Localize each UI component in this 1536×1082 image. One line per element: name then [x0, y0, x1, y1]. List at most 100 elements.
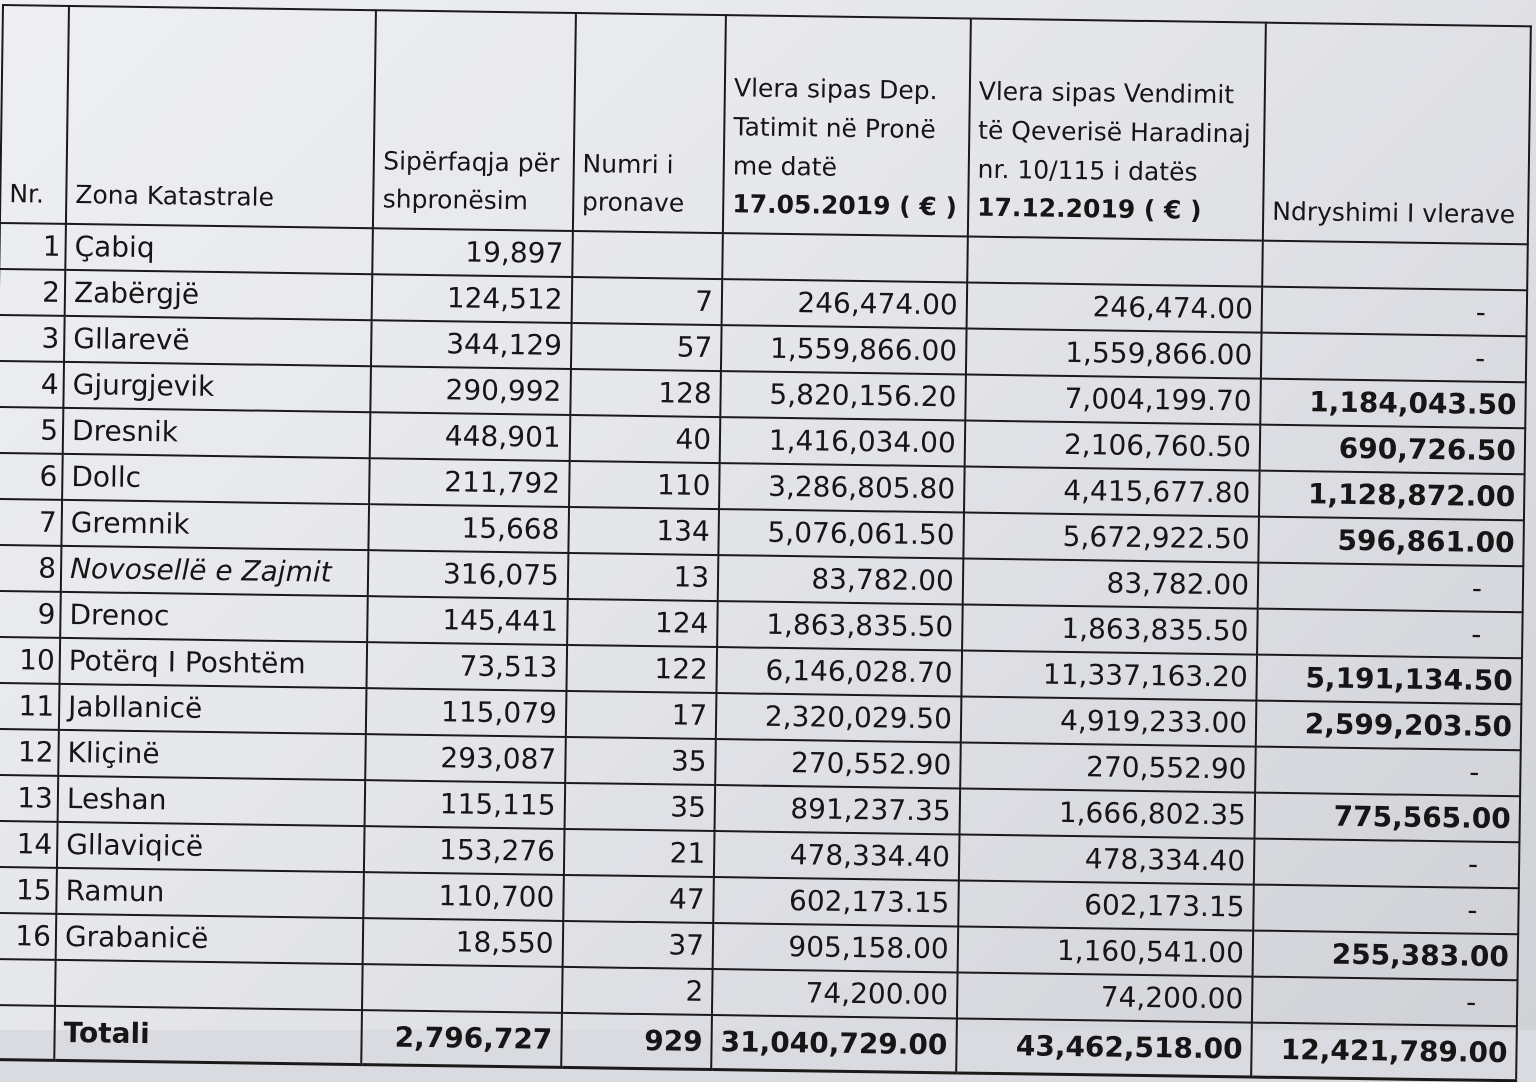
row-zona-cell: Novosellë e Zajmit [60, 545, 369, 597]
row-vlera-qeveri-cell: 1,666,802.35 [959, 788, 1256, 839]
row-ndryshimi-cell [1262, 240, 1528, 291]
row-zona-cell: Grabanicë [55, 913, 364, 965]
row-siperfaqja-cell: 316,075 [368, 550, 569, 599]
row-numri-cell: 57 [570, 322, 722, 372]
total-numri: 929 [560, 1012, 713, 1070]
row-ndryshimi-cell: - [1257, 562, 1524, 613]
row-numri-cell: 122 [566, 644, 718, 694]
row-vlera-qeveri-cell: 1,863,835.50 [961, 604, 1258, 655]
row-numri-cell: 7 [571, 276, 723, 326]
row-nr-cell: 6 [0, 452, 63, 500]
row-vlera-qeveri-cell: 4,919,233.00 [960, 696, 1257, 747]
header-ndryshimi: Ndryshimi I vlerave [1262, 22, 1531, 245]
row-zona-cell: Jabllanicë [58, 683, 367, 735]
table-body: 1 Çabiq 19,897 2 Zabërgjë 124,512 7 246,474.00 2… [0, 222, 1528, 1027]
row-ndryshimi-cell: - [1253, 838, 1520, 889]
row-vlera-qeveri-cell: 7,004,199.70 [965, 374, 1261, 425]
row-vlera-qeveri-cell [967, 236, 1263, 287]
header-vlera-dep: Vlera sipas Dep. Tatimit në Pronë me dat… [722, 15, 971, 237]
header-nr: Nr. [0, 5, 69, 224]
row-vlera-qeveri-cell: 478,334.40 [958, 834, 1255, 885]
row-ndryshimi-cell: 690,726.50 [1259, 424, 1526, 475]
row-nr-cell: 13 [0, 774, 59, 822]
row-vlera-dep-cell: 83,782.00 [717, 555, 964, 605]
row-numri-cell: 40 [569, 414, 721, 464]
row-siperfaqja-cell: 153,276 [364, 826, 565, 875]
row-nr-cell: 10 [0, 636, 61, 684]
row-numri-cell [571, 230, 723, 280]
row-zona-cell: Gremnik [61, 499, 370, 551]
row-vlera-dep-cell: 478,334.40 [713, 831, 960, 881]
row-vlera-qeveri-cell: 11,337,163.20 [961, 650, 1258, 701]
row-vlera-qeveri-cell: 4,415,677.80 [963, 466, 1260, 517]
row-vlera-dep-cell [722, 233, 968, 283]
row-vlera-qeveri-cell: 2,106,760.50 [964, 420, 1261, 471]
total-label: Totali [54, 1005, 363, 1065]
header-siperfaqja: Sipërfaqja për shpronësim [373, 10, 576, 231]
header-vlera-dep-date: 17.05.2019 ( € ) [732, 189, 958, 222]
row-vlera-qeveri-cell: 602,173.15 [958, 880, 1254, 931]
row-ndryshimi-cell: - [1255, 746, 1521, 797]
row-siperfaqja-cell: 110,700 [363, 872, 564, 921]
row-vlera-qeveri-cell: 1,559,866.00 [965, 328, 1262, 379]
header-numri: Numri i pronave [572, 13, 727, 234]
row-siperfaqja-cell: 448,901 [370, 412, 571, 461]
row-siperfaqja-cell: 211,792 [369, 458, 570, 507]
row-siperfaqja-cell: 290,992 [370, 366, 571, 415]
expropriation-table: Nr. Zona Katastrale Sipërfaqja për shpro… [0, 4, 1532, 1082]
row-ndryshimi-cell: - [1251, 976, 1518, 1027]
row-zona-cell: Dresnik [62, 407, 371, 459]
total-nr-cell [0, 1004, 55, 1061]
header-vlera-qeveri-date: 17.12.2019 ( € ) [976, 192, 1202, 226]
row-siperfaqja-cell: 124,512 [372, 274, 572, 323]
row-nr-cell: 8 [0, 544, 62, 592]
row-numri-cell: 21 [563, 828, 715, 878]
row-nr-cell: 1 [0, 222, 66, 270]
row-ndryshimi-cell: - [1260, 332, 1527, 383]
row-vlera-dep-cell: 2,320,029.50 [715, 693, 962, 743]
row-vlera-dep-cell: 5,076,061.50 [718, 509, 964, 559]
row-siperfaqja-cell: 145,441 [367, 596, 568, 645]
row-vlera-qeveri-cell: 270,552.90 [959, 742, 1256, 793]
row-numri-cell: 47 [562, 874, 714, 924]
row-numri-cell: 124 [566, 598, 718, 648]
row-numri-cell: 37 [562, 920, 714, 970]
row-nr-cell: 11 [0, 682, 60, 730]
row-zona-cell: Çabiq [65, 223, 374, 275]
row-siperfaqja-cell: 115,115 [364, 780, 565, 829]
header-vlera-qeveri-text: Vlera sipas Vendimit të Qeverisë Haradin… [977, 76, 1251, 187]
row-numri-cell: 35 [564, 736, 716, 786]
row-vlera-dep-cell: 891,237.35 [714, 785, 960, 835]
total-siperfaqja: 2,796,727 [361, 1010, 562, 1068]
total-vlera-qeveri: 43,462,518.00 [955, 1018, 1252, 1078]
row-siperfaqja-cell: 15,668 [368, 504, 569, 553]
row-vlera-qeveri-cell: 74,200.00 [956, 972, 1253, 1023]
row-zona-cell: Gllarevë [63, 315, 373, 367]
row-siperfaqja-cell: 115,079 [366, 688, 567, 737]
row-nr-cell: 3 [0, 314, 65, 362]
row-vlera-dep-cell: 1,863,835.50 [717, 601, 963, 651]
row-zona-cell: Gjurgjevik [63, 361, 372, 413]
row-numri-cell: 35 [564, 782, 716, 832]
row-vlera-dep-cell: 3,286,805.80 [719, 463, 965, 513]
total-vlera-dep: 31,040,729.00 [711, 1015, 957, 1073]
row-numri-cell: 134 [568, 506, 720, 556]
row-vlera-qeveri-cell: 1,160,541.00 [957, 926, 1254, 977]
row-vlera-dep-cell: 5,820,156.20 [720, 371, 966, 421]
row-zona-cell: Zabërgjë [64, 269, 373, 321]
row-vlera-qeveri-cell: 246,474.00 [966, 282, 1263, 333]
row-ndryshimi-cell: 775,565.00 [1254, 792, 1521, 843]
row-zona-cell: Ramun [56, 867, 365, 919]
row-nr-cell: 12 [0, 728, 59, 776]
row-vlera-dep-cell: 74,200.00 [712, 969, 958, 1019]
row-vlera-dep-cell: 270,552.90 [715, 739, 961, 789]
row-siperfaqja-cell [362, 964, 563, 1013]
row-vlera-qeveri-cell: 83,782.00 [962, 558, 1259, 609]
row-numri-cell: 110 [568, 460, 720, 510]
row-ndryshimi-cell: 5,191,134.50 [1256, 654, 1523, 705]
row-vlera-dep-cell: 1,416,034.00 [719, 417, 966, 467]
row-ndryshimi-cell: 2,599,203.50 [1255, 700, 1522, 751]
row-nr-cell: 16 [0, 912, 57, 960]
row-siperfaqja-cell: 18,550 [363, 918, 563, 967]
